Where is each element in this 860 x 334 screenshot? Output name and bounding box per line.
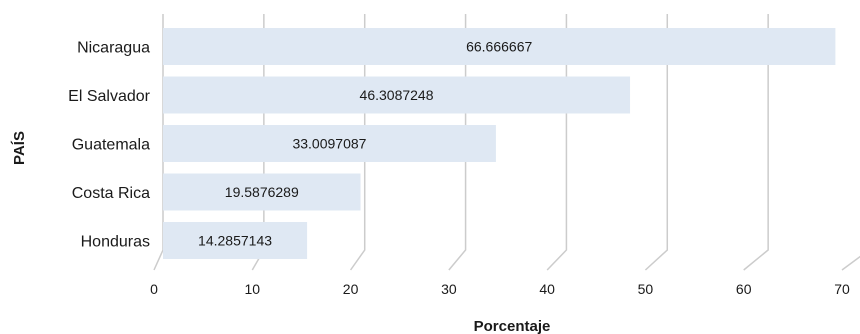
bar xyxy=(163,173,361,211)
grid-line xyxy=(153,14,164,271)
bar xyxy=(163,125,496,162)
x-tick-label: 20 xyxy=(343,281,359,297)
grid-line xyxy=(743,14,769,271)
x-tick-label: 10 xyxy=(244,281,260,297)
x-tick-label: 40 xyxy=(539,281,555,297)
labels: 0 10 20 30 40 50 60 70 Nicaragua 66.666667 El Salv… xyxy=(68,39,850,298)
y-axis-title: PAÍS xyxy=(11,131,28,165)
bar xyxy=(163,76,631,114)
x-tick-label: 0 xyxy=(150,281,158,297)
category-label: Costa Rica xyxy=(72,185,150,202)
bar xyxy=(163,222,308,259)
x-tick-label: 50 xyxy=(638,281,654,297)
data-label: 33.0097087 xyxy=(292,136,366,152)
x-axis-title: Porcentaje xyxy=(474,318,551,334)
data-label: 14.2857143 xyxy=(198,233,272,249)
grid-lines xyxy=(153,14,860,271)
grid-line xyxy=(644,14,669,271)
x-tick-label: 60 xyxy=(736,281,752,297)
category-label: Honduras xyxy=(81,234,150,251)
category-label: El Salvador xyxy=(68,88,150,105)
bar xyxy=(163,28,836,65)
x-tick-label: 30 xyxy=(441,281,457,297)
category-label: Nicaragua xyxy=(77,40,150,57)
x-tick-label: 70 xyxy=(834,281,850,297)
grid-line xyxy=(841,255,860,271)
bars xyxy=(163,28,836,259)
data-label: 46.3087248 xyxy=(360,87,434,103)
data-label: 19.5876289 xyxy=(225,184,299,200)
data-label: 66.666667 xyxy=(466,39,532,55)
category-label: Guatemala xyxy=(72,137,150,154)
